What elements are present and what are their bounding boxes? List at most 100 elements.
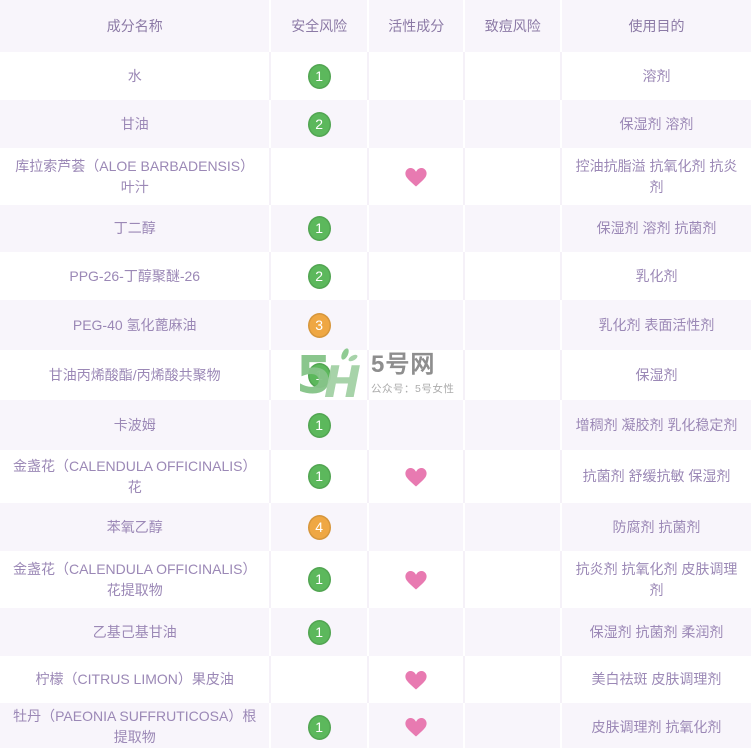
safety-risk-cell: 4	[270, 503, 369, 551]
active-ingredient-cell	[367, 252, 466, 300]
safety-risk-badge: 1	[307, 619, 331, 645]
ingredient-name-cell: 苯氧乙醇	[0, 503, 272, 551]
column-header-3: 致痘风险	[464, 0, 562, 52]
active-ingredient-cell	[367, 350, 466, 400]
ingredient-name-cell: 金盏花（CALENDULA OFFICINALIS）花	[0, 450, 272, 503]
ingredient-name-cell: 甘油	[0, 100, 272, 148]
safety-risk-badge: 2	[307, 111, 331, 137]
ingredient-row: 金盏花（CALENDULA OFFICINALIS）花提取物 1 抗炎剂 抗氧化剂 …	[0, 551, 751, 608]
ingredient-row: 卡波姆 1 增稠剂 凝胶剂 乳化稳定剂	[0, 400, 751, 450]
acne-risk-cell	[464, 148, 562, 205]
active-ingredient-cell	[367, 608, 466, 656]
heart-icon	[405, 570, 427, 590]
ingredient-row: PEG-40 氢化蓖麻油 3 乳化剂 表面活性剂	[0, 300, 751, 350]
acne-risk-cell	[464, 703, 562, 751]
purpose-cell: 抗菌剂 舒缓抗敏 保湿剂	[582, 468, 731, 484]
active-ingredient-cell	[367, 300, 466, 350]
purpose-cell: 乳化剂	[635, 267, 678, 284]
acne-risk-cell	[464, 300, 562, 350]
ingredient-row: 甘油丙烯酸酯/丙烯酸共聚物 1 保湿剂	[0, 350, 751, 400]
safety-risk-cell: 2	[270, 252, 369, 300]
ingredient-name-cell: 水	[0, 52, 272, 100]
table-body: 水 1 溶剂 甘油 2 保湿剂 溶剂 库拉索芦荟（ALOE BARBADENSIS）叶汁 控油…	[0, 52, 751, 751]
safety-risk-badge: 1	[307, 464, 331, 489]
ingredient-name-cell: 丁二醇	[0, 205, 272, 252]
ingredient-row: 水 1 溶剂	[0, 52, 751, 100]
active-ingredient-cell	[367, 450, 466, 503]
acne-risk-cell	[464, 52, 562, 100]
acne-risk-cell	[464, 350, 562, 400]
ingredient-name-cell: 金盏花（CALENDULA OFFICINALIS）花提取物	[0, 551, 272, 608]
ingredient-name-cell: 甘油丙烯酸酯/丙烯酸共聚物	[0, 350, 272, 400]
ingredient-name-cell: 柠檬（CITRUS LIMON）果皮油	[0, 656, 272, 703]
acne-risk-cell	[464, 205, 562, 252]
ingredient-row: 苯氧乙醇 4 防腐剂 抗菌剂	[0, 503, 751, 551]
purpose-cell: 防腐剂 抗菌剂	[612, 518, 701, 535]
acne-risk-cell	[464, 608, 562, 656]
ingredient-name-cell: 乙基己基甘油	[0, 608, 272, 656]
safety-risk-badge: 3	[307, 312, 331, 338]
safety-risk-cell	[270, 148, 369, 205]
safety-risk-cell: 1	[270, 551, 369, 608]
active-ingredient-cell	[367, 551, 466, 608]
active-ingredient-cell	[367, 148, 466, 205]
ingredient-row: 牡丹（PAEONIA SUFFRUTICOSA）根提取物 1 皮肤调理剂 抗氧化剂	[0, 703, 751, 751]
purpose-cell: 控油抗脂溢 抗氧化剂 抗炎剂	[575, 157, 738, 195]
column-header-1: 安全风险	[270, 0, 369, 52]
ingredient-row: PPG-26-丁醇聚醚-26 2 乳化剂	[0, 252, 751, 300]
heart-icon	[405, 167, 427, 187]
column-header-2: 活性成分	[367, 0, 466, 52]
ingredient-row: 乙基己基甘油 1 保湿剂 抗菌剂 柔润剂	[0, 608, 751, 656]
purpose-cell: 保湿剂 溶剂 抗菌剂	[596, 220, 717, 236]
safety-risk-badge: 1	[307, 714, 331, 740]
active-ingredient-cell	[367, 205, 466, 252]
safety-risk-cell: 1	[270, 608, 369, 656]
active-ingredient-cell	[367, 703, 466, 751]
acne-risk-cell	[464, 503, 562, 551]
purpose-cell: 保湿剂	[635, 366, 678, 383]
safety-risk-cell: 1	[270, 205, 369, 252]
active-ingredient-cell	[367, 503, 466, 551]
safety-risk-badge: 1	[307, 216, 331, 241]
safety-risk-badge: 1	[307, 362, 331, 388]
active-ingredient-cell	[367, 400, 466, 450]
active-ingredient-cell	[367, 100, 466, 148]
ingredient-row: 柠檬（CITRUS LIMON）果皮油 美白祛斑 皮肤调理剂	[0, 656, 751, 703]
safety-risk-cell: 1	[270, 400, 369, 450]
purpose-cell: 增稠剂 凝胶剂 乳化稳定剂	[575, 416, 738, 433]
acne-risk-cell	[464, 400, 562, 450]
purpose-cell: 乳化剂 表面活性剂	[598, 316, 715, 333]
ingredient-row: 丁二醇 1 保湿剂 溶剂 抗菌剂	[0, 205, 751, 252]
ingredient-name-cell: 库拉索芦荟（ALOE BARBADENSIS）叶汁	[0, 148, 272, 205]
safety-risk-badge: 2	[307, 263, 331, 289]
acne-risk-cell	[464, 551, 562, 608]
column-header-0: 成分名称	[0, 0, 272, 52]
heart-icon	[405, 467, 427, 487]
ingredient-row: 金盏花（CALENDULA OFFICINALIS）花 1 抗菌剂 舒缓抗敏 保湿剂	[0, 450, 751, 503]
purpose-cell: 溶剂	[642, 67, 671, 84]
ingredient-name-cell: PEG-40 氢化蓖麻油	[0, 300, 272, 350]
ingredient-name-cell: 卡波姆	[0, 400, 272, 450]
safety-risk-cell: 1	[270, 350, 369, 400]
acne-risk-cell	[464, 252, 562, 300]
purpose-cell: 保湿剂 溶剂	[619, 115, 694, 132]
safety-risk-cell: 1	[270, 703, 369, 751]
acne-risk-cell	[464, 656, 562, 703]
safety-risk-cell: 2	[270, 100, 369, 148]
purpose-cell: 皮肤调理剂 抗氧化剂	[591, 718, 722, 735]
heart-icon	[405, 718, 427, 737]
ingredient-name-cell: 牡丹（PAEONIA SUFFRUTICOSA）根提取物	[0, 703, 272, 751]
purpose-cell: 保湿剂 抗菌剂 柔润剂	[589, 623, 724, 640]
ingredient-row: 库拉索芦荟（ALOE BARBADENSIS）叶汁 控油抗脂溢 抗氧化剂 抗炎剂	[0, 148, 751, 205]
safety-risk-badge: 1	[307, 567, 331, 592]
active-ingredient-cell	[367, 52, 466, 100]
column-header-4: 使用目的	[628, 17, 685, 34]
purpose-cell: 抗炎剂 抗氧化剂 皮肤调理剂	[575, 560, 738, 598]
safety-risk-cell	[270, 656, 369, 703]
purpose-cell: 美白祛斑 皮肤调理剂	[591, 671, 722, 687]
table-header-row: 成分名称 安全风险 活性成分 致痘风险 使用目的	[0, 0, 751, 52]
safety-risk-cell: 1	[270, 52, 369, 100]
safety-risk-badge: 1	[307, 412, 331, 438]
